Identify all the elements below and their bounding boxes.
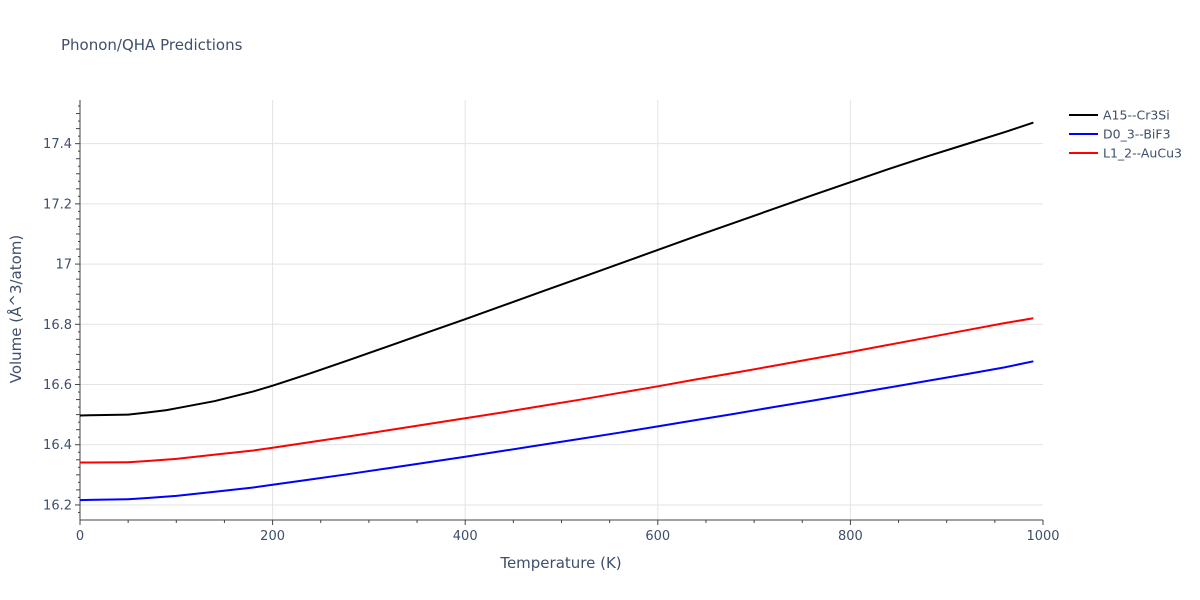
x-tick-label: 200 [260,529,285,544]
y-axis-title: Volume (Å^3/atom) [6,235,25,384]
legend-label: A15--Cr3Si [1103,108,1170,123]
legend-item[interactable]: A15--Cr3Si [1069,108,1170,123]
y-tick-label: 16.4 [43,438,72,453]
y-tick-label: 16.2 [43,498,72,513]
legend-label: L1_2--AuCu3 [1103,146,1182,161]
axes [75,100,1044,525]
series-line-0 [79,121,1034,417]
x-axis-title: Temperature (K) [499,554,621,572]
legend-label: D0_3--BiF3 [1103,127,1171,142]
y-tick-label: 16.6 [43,378,72,393]
x-tick-label: 400 [453,529,478,544]
legend-item[interactable]: L1_2--AuCu3 [1069,146,1182,161]
y-tick-label: 17.4 [43,137,72,152]
chart-title: Phonon/QHA Predictions [61,36,243,54]
series-line-2 [80,317,1034,464]
x-tick-label: 800 [838,529,863,544]
series-line-1 [79,360,1034,502]
x-tick-label: 1000 [1026,529,1059,544]
y-tick-label: 16.8 [43,318,72,333]
y-tick-label: 17 [55,258,72,273]
grid-lines [80,100,1043,520]
tick-labels: 0 200 400 600 800 1000 16.2 16.4 16.6 16.8 17 17.2 1… [43,137,1060,544]
legend[interactable]: A15--Cr3Si D0_3--BiF3 L1_2--AuCu3 [1069,108,1182,161]
y-tick-label: 17.2 [43,197,72,212]
legend-item[interactable]: D0_3--BiF3 [1069,127,1171,142]
series-group [79,121,1034,502]
x-tick-label: 600 [645,529,670,544]
x-tick-label: 0 [76,529,84,544]
